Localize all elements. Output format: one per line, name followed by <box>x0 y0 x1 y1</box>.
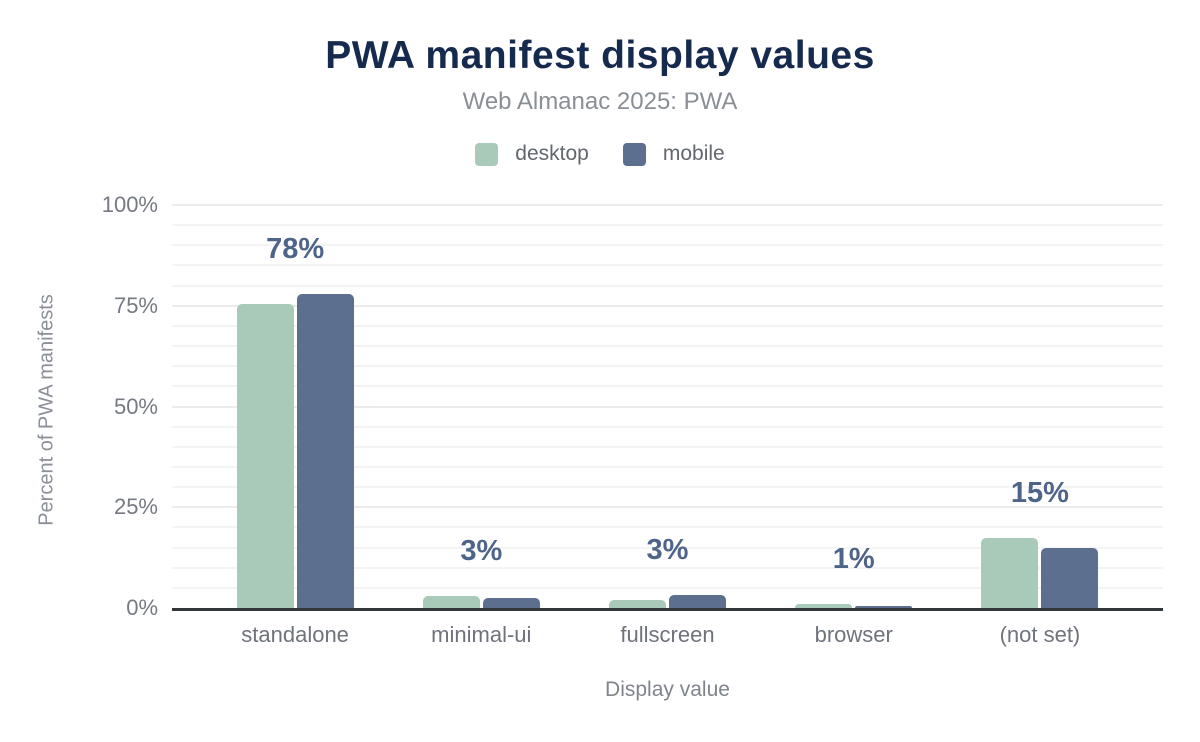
gridline-100 <box>172 204 1163 206</box>
data-label-notset: 15% <box>1010 477 1069 510</box>
y-tick-label-0: 0% <box>126 595 158 620</box>
legend: desktop mobile <box>0 142 1200 166</box>
gridline-55 <box>172 385 1163 388</box>
y-tick-label-25: 25% <box>113 494 158 520</box>
gridline-15 <box>172 546 1163 549</box>
legend-label-mobile: mobile <box>662 142 725 165</box>
bar-mobile-fullscreen[interactable] <box>669 595 726 608</box>
chart-subtitle: Web Almanac 2025: PWA <box>462 88 738 115</box>
bar-group-standalone: 78% <box>202 205 388 608</box>
gridline-90 <box>172 244 1163 247</box>
gridline-10 <box>172 566 1163 569</box>
gridline-5 <box>172 586 1163 589</box>
data-label-fullscreen: 3% <box>646 534 689 567</box>
gridline-50 <box>172 405 1163 408</box>
x-axis-title: Display value <box>605 678 730 701</box>
bars-row: 78% 3% 3% 1% 15% <box>202 205 1133 608</box>
y-tick-label-75: 75% <box>113 292 158 318</box>
bar-group-browser: 1% <box>761 205 947 608</box>
gridline-30 <box>172 486 1163 489</box>
gridline-40 <box>172 445 1163 448</box>
gridline-70 <box>172 324 1163 327</box>
legend-swatch-desktop-icon <box>475 142 499 166</box>
gridline-85 <box>172 264 1163 267</box>
y-tick-label-100: 100% <box>101 192 158 217</box>
bar-desktop-minimal-ui[interactable] <box>422 595 480 608</box>
gridline-35 <box>172 465 1163 468</box>
legend-item-desktop[interactable]: desktop <box>475 142 589 166</box>
gridline-75 <box>172 304 1163 307</box>
y-tick-label-50: 50% <box>113 393 158 419</box>
bar-mobile-minimal-ui[interactable] <box>482 597 540 608</box>
x-axis-line <box>172 608 1163 611</box>
legend-label-desktop: desktop <box>515 142 589 165</box>
plot-area: 78% 3% 3% 1% 15% standalone minimal-ui fullscr… <box>102 192 1163 701</box>
bar-mobile-browser[interactable] <box>855 606 913 608</box>
gridline-25 <box>172 506 1163 509</box>
legend-swatch-mobile-icon <box>622 142 646 166</box>
data-label-minimal-ui: 3% <box>460 534 503 567</box>
bar-desktop-standalone[interactable] <box>236 303 294 608</box>
data-label-standalone: 78% <box>266 232 325 265</box>
data-label-browser: 1% <box>832 542 875 575</box>
gridline-45 <box>172 425 1163 428</box>
category-labels-row: standalone minimal-ui fullscreen browser (no… <box>202 622 1133 648</box>
category-label-browser: browser <box>814 622 893 647</box>
bar-group-minimal-ui: 3% <box>388 205 574 608</box>
bar-desktop-fullscreen[interactable] <box>609 599 666 608</box>
bar-mobile-notset[interactable] <box>1041 548 1099 608</box>
y-axis-title: Percent of PWA manifests <box>35 294 58 526</box>
gridline-20 <box>172 526 1163 529</box>
gridline-65 <box>172 345 1163 348</box>
bar-desktop-browser[interactable] <box>795 603 853 608</box>
chart-title: PWA manifest display values <box>325 34 875 77</box>
bar-desktop-notset[interactable] <box>981 538 1039 608</box>
gridline-95 <box>172 224 1163 227</box>
bar-group-fullscreen: 3% <box>574 205 760 608</box>
gridline-60 <box>172 365 1163 368</box>
category-label-fullscreen: fullscreen <box>620 622 715 647</box>
category-label-standalone: standalone <box>241 622 349 647</box>
bar-mobile-standalone[interactable] <box>296 293 354 608</box>
gridline-80 <box>172 284 1163 287</box>
category-label-minimal-ui: minimal-ui <box>431 622 532 647</box>
category-label-notset: (not set) <box>999 622 1081 647</box>
legend-item-mobile[interactable]: mobile <box>622 142 725 166</box>
bar-group-notset: 15% <box>947 205 1133 608</box>
